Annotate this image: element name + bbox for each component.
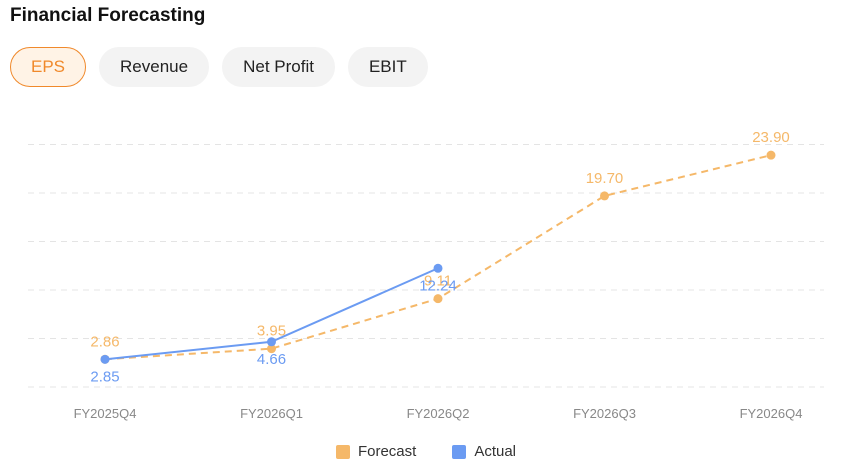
data-label-forecast: 2.86 [90,333,119,350]
legend-swatch-forecast [335,444,350,459]
data-label-actual: 2.85 [90,368,119,385]
series-line-forecast [104,154,772,361]
tab-ebit[interactable]: EBIT [347,47,428,87]
x-tick-label: FY2026Q1 [240,406,303,421]
data-point-forecast [600,191,609,201]
data-label-forecast: 9.11 [424,273,452,290]
tab-eps[interactable]: EPS [10,47,87,87]
legend-swatch-actual [452,444,467,459]
data-label-actual: 12.24 [419,277,457,294]
legend-item-forecast[interactable]: Forecast [335,443,417,460]
data-label-actual: 4.66 [257,351,286,368]
tab-net-profit[interactable]: Net Profit [222,47,335,87]
x-tick-label: FY2025Q4 [74,406,137,421]
data-point-actual [267,337,276,347]
chart-legend: Forecast Actual [0,443,852,460]
page-title: Financial Forecasting [10,5,206,26]
x-tick-label: FY2026Q4 [740,406,803,421]
data-point-forecast [766,150,776,160]
data-label-forecast: 23.90 [752,129,790,146]
legend-item-actual[interactable]: Actual [452,443,516,460]
data-point-actual [433,263,443,273]
data-label-forecast: 3.95 [257,323,286,340]
x-tick-label: FY2026Q2 [407,406,470,421]
x-tick-label: FY2026Q3 [573,406,636,421]
eps-line-chart: FY2025Q4 FY2026Q1 FY2026Q2 FY2026Q3 FY2026Q4… [28,129,824,421]
data-label-forecast: 19.70 [586,170,624,187]
data-point-forecast [433,294,443,304]
tab-revenue[interactable]: Revenue [99,47,210,87]
data-point-forecast [267,344,276,354]
legend-label-actual: Actual [474,443,517,460]
legend-label-forecast: Forecast [357,443,417,460]
data-point-actual [100,354,110,364]
metric-tabs: EPS Revenue Net Profit EBIT [10,47,428,87]
